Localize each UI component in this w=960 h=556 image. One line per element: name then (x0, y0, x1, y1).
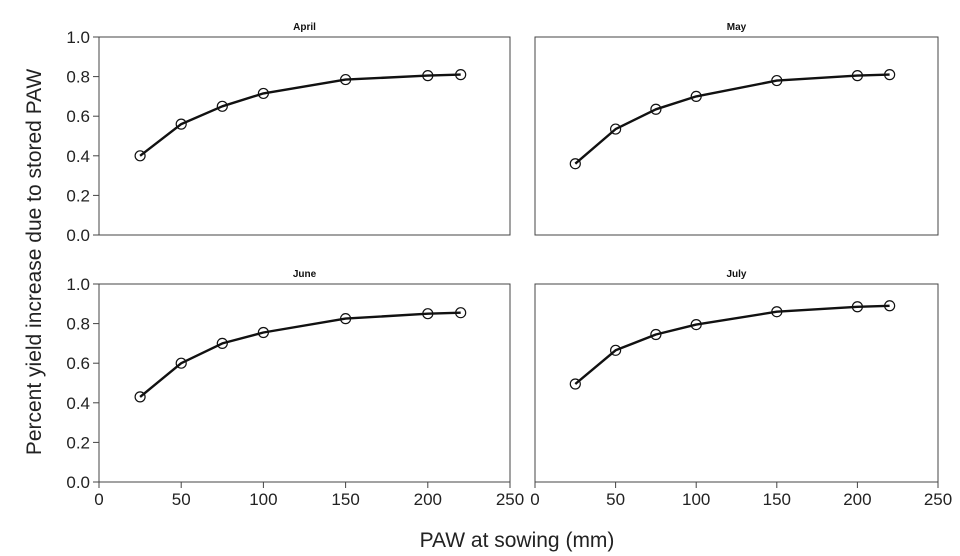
x-tick-label: 50 (172, 490, 191, 509)
data-point (175, 357, 187, 369)
y-tick-label: 0.2 (66, 433, 90, 452)
data-point (609, 123, 622, 135)
y-tick-label: 0.8 (66, 68, 90, 87)
data-point (455, 307, 467, 319)
data-point (690, 90, 702, 103)
panel-july: July 0 50 100 150 200 250 (530, 269, 952, 509)
x-tick-label: 250 (924, 490, 952, 509)
x-tick-label: 50 (606, 490, 625, 509)
data-point (340, 313, 352, 325)
x-axis-title: PAW at sowing (mm) (420, 529, 615, 552)
y-tick-label: 0.4 (66, 147, 90, 166)
panel-title: May (727, 22, 747, 33)
panel-title: April (293, 22, 316, 33)
series-line (574, 73, 890, 165)
data-point (134, 150, 146, 162)
series-line (139, 73, 461, 157)
x-tick-label: 150 (331, 490, 359, 509)
data-point (609, 344, 622, 356)
data-point (884, 300, 896, 312)
x-tick-label: 200 (843, 490, 871, 509)
data-point (884, 69, 896, 81)
y-tick-label: 0.4 (66, 394, 90, 413)
y-tick-label: 0.6 (66, 354, 90, 373)
panel-title: June (293, 269, 317, 280)
panel-april: April 0.0 0.2 0.4 0.6 0.8 1.0 (66, 22, 511, 245)
x-tick-label: 200 (414, 490, 442, 509)
data-point (134, 391, 146, 403)
data-point (175, 118, 187, 130)
data-point (422, 70, 434, 82)
x-tick-label: 0 (94, 490, 103, 509)
panel-may: May (534, 22, 939, 236)
data-point (257, 326, 269, 339)
y-tick-label: 1.0 (66, 275, 90, 294)
series-line (574, 304, 890, 385)
data-point (851, 70, 864, 82)
x-tick-label: 100 (249, 490, 277, 509)
data-point (650, 328, 662, 341)
data-point (422, 308, 434, 320)
plot-frame (98, 36, 511, 236)
x-tick-label: 150 (763, 490, 791, 509)
y-tick-label: 0.8 (66, 315, 90, 334)
x-tick-label: 250 (496, 490, 524, 509)
y-tick-label: 0.0 (66, 473, 90, 492)
y-tick-label: 0.6 (66, 107, 90, 126)
data-point (569, 158, 581, 170)
data-point (216, 100, 228, 112)
data-point (455, 69, 467, 81)
y-axis-title: Percent yield increase due to stored PAW (23, 69, 46, 456)
y-tick-label: 0.2 (66, 186, 90, 205)
panel-title: July (726, 269, 746, 280)
plot-frame (534, 36, 939, 236)
data-point (216, 337, 228, 349)
data-point (569, 378, 581, 390)
panel-june: June 0.0 0.2 0.4 0.6 0.8 1.0 0 50 100 150 200 250 (66, 269, 524, 509)
data-point (771, 306, 783, 318)
data-point (650, 103, 662, 115)
y-tick-label: 0.0 (66, 226, 90, 245)
data-point (690, 318, 702, 331)
x-tick-label: 0 (530, 490, 539, 509)
x-tick-label: 100 (682, 490, 710, 509)
series-line (139, 311, 461, 398)
data-point (851, 301, 864, 313)
plot-frame (534, 283, 939, 483)
y-tick-label: 1.0 (66, 28, 90, 47)
data-point (257, 87, 269, 100)
data-point (771, 74, 783, 87)
data-point (340, 73, 352, 86)
plot-frame (98, 283, 511, 483)
panels: April 0.0 0.2 0.4 0.6 0.8 1.0 May June 0.0 0.2 0.4 0… (66, 22, 952, 509)
